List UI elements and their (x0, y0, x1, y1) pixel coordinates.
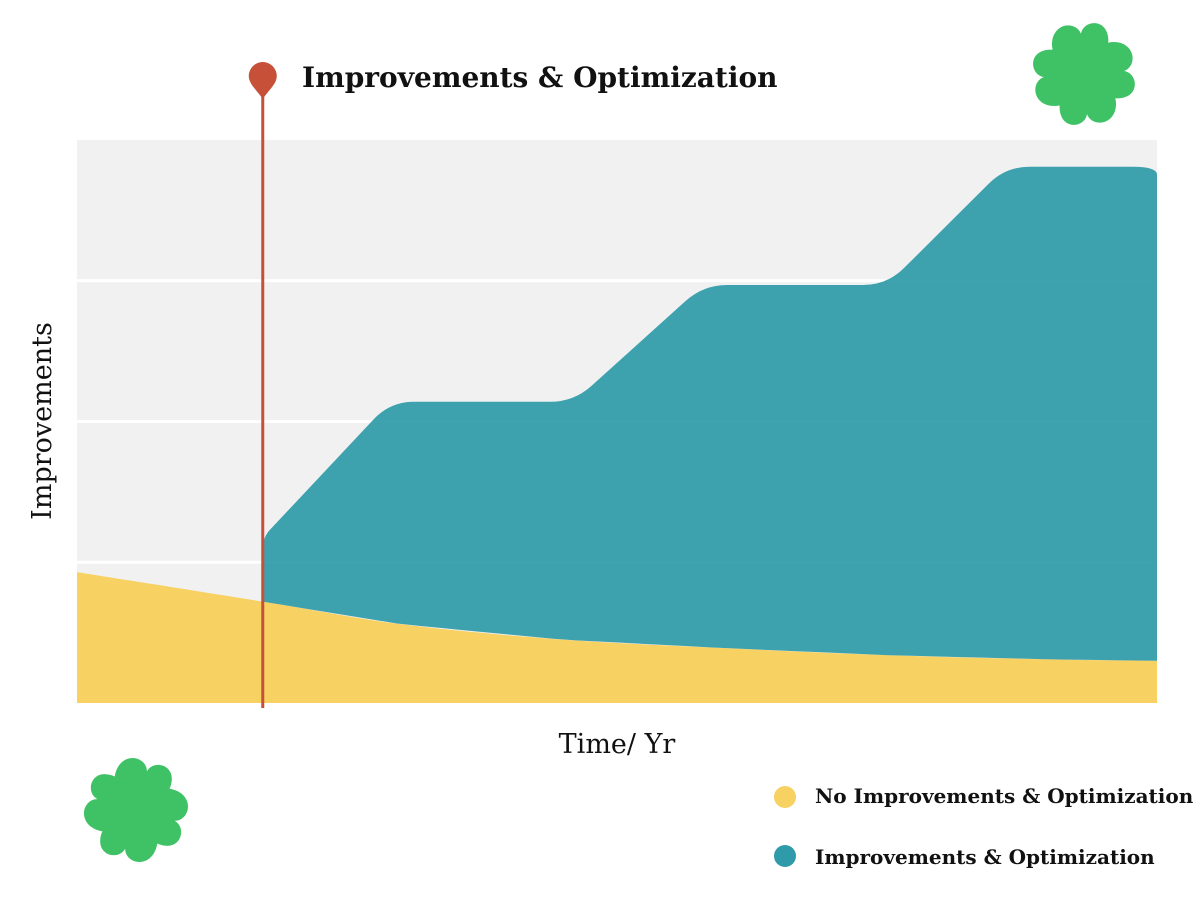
clover-leaf (83, 774, 136, 832)
series-area-improvements (262, 166, 1157, 661)
four-leaf-clover-icon (1033, 23, 1135, 125)
map-pin-icon (248, 61, 277, 99)
legend: No Improvements & Optimization Improveme… (774, 784, 1194, 869)
legend-label-no-improvements: No Improvements & Optimization (815, 784, 1194, 808)
y-axis-label: Improvements (27, 322, 58, 520)
legend-marker-no-improvements (774, 786, 796, 808)
legend-marker-improvements (774, 845, 796, 867)
four-leaf-clover-icon (83, 757, 189, 863)
milestone-marker (248, 61, 277, 708)
chart-title: Improvements & Optimization (302, 61, 778, 94)
x-axis-label: Time/ Yr (559, 729, 676, 760)
clover-leaf (1033, 49, 1084, 107)
series-area-no-improvements (77, 572, 1157, 703)
legend-label-improvements: Improvements & Optimization (815, 845, 1155, 869)
